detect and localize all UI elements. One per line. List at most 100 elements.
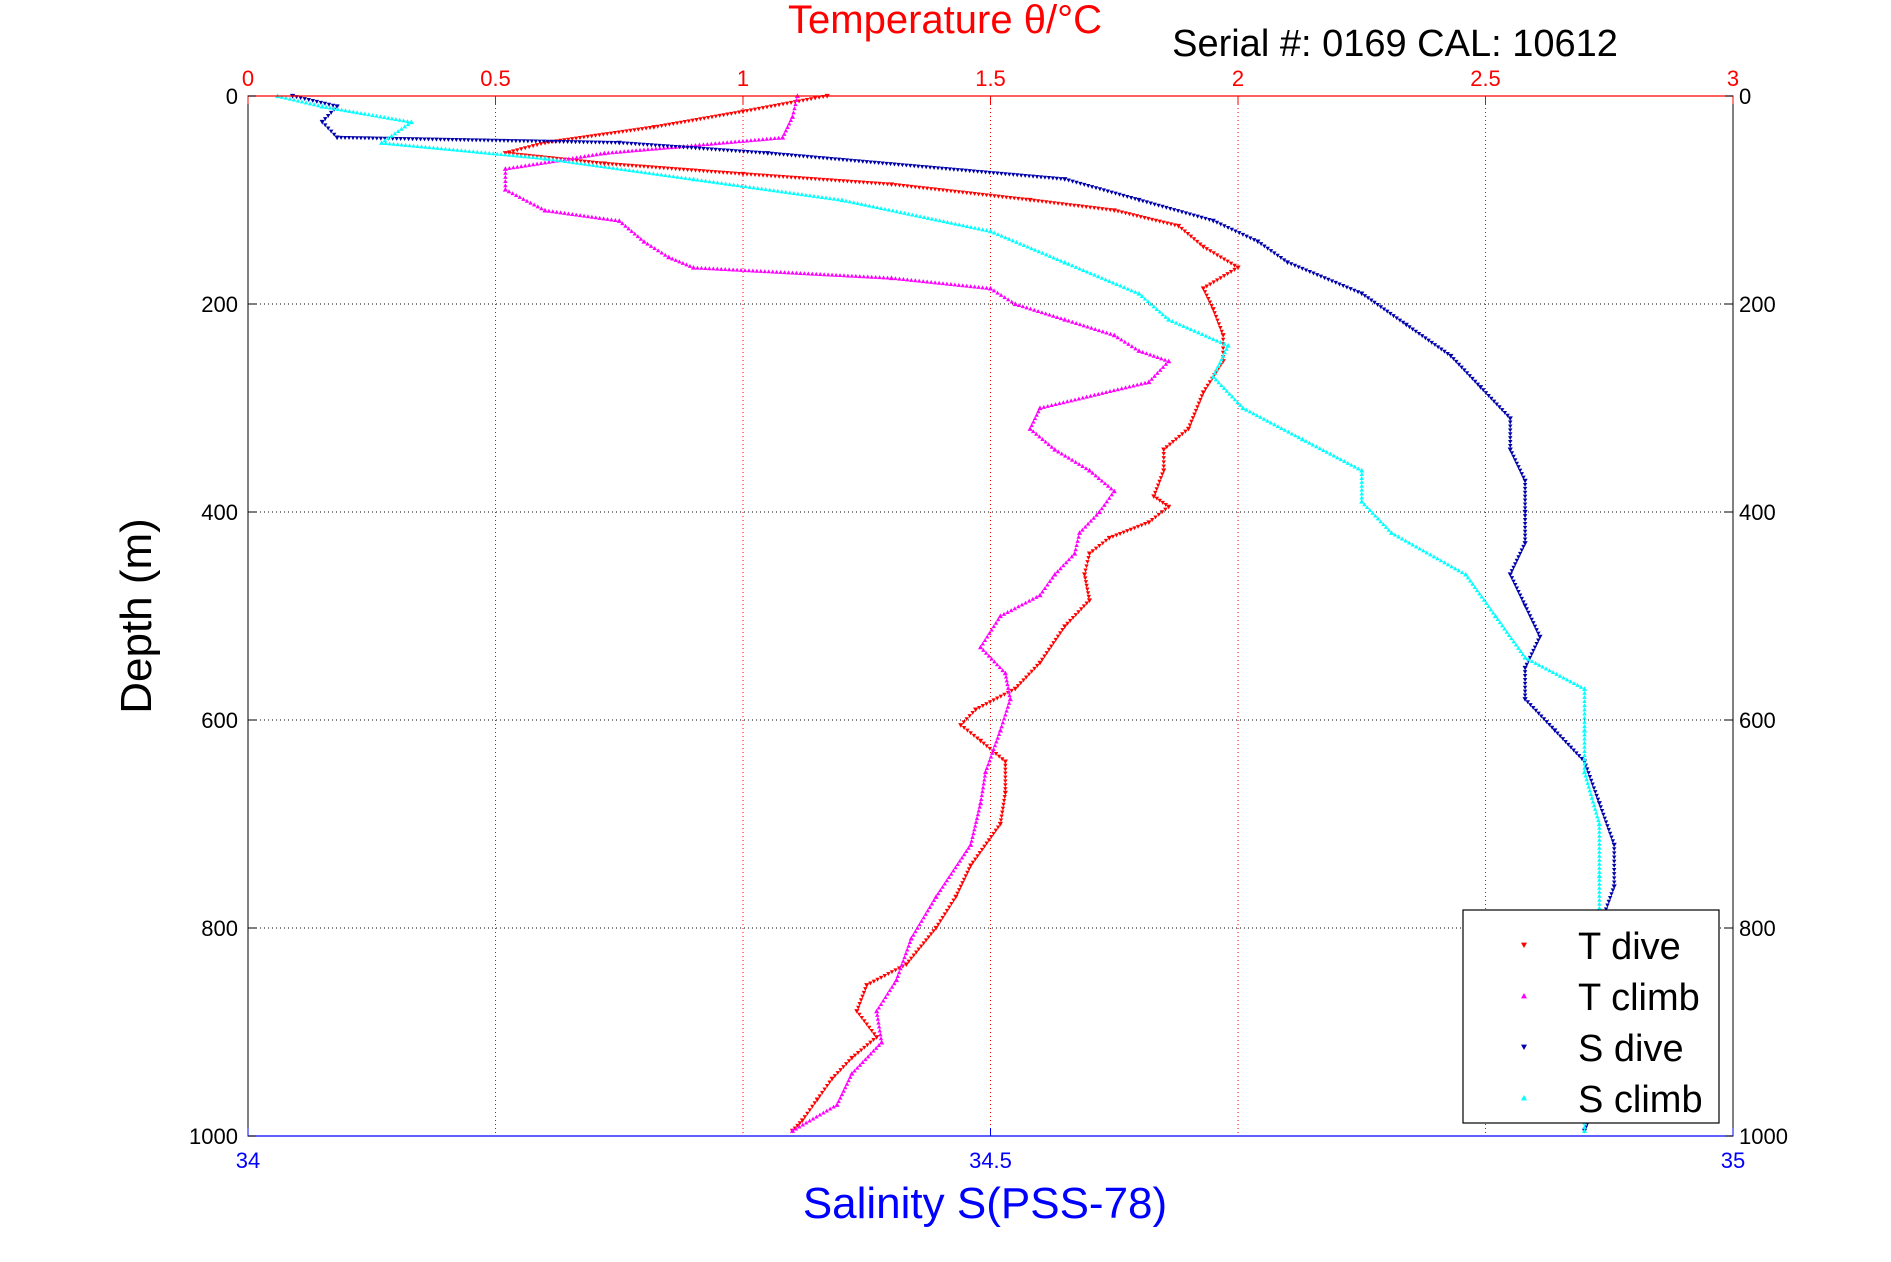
- data-point: [728, 171, 734, 176]
- data-point: [906, 959, 912, 964]
- data-point: [995, 735, 1000, 740]
- data-point: [598, 164, 604, 169]
- data-point: [612, 131, 618, 135]
- data-point: [771, 188, 776, 193]
- data-point: [538, 160, 544, 165]
- data-point: [624, 129, 629, 134]
- data-point: [1211, 336, 1216, 341]
- data-point: [679, 175, 684, 180]
- data-point: [791, 191, 797, 196]
- data-point: [678, 120, 684, 125]
- data-point: [597, 133, 602, 138]
- data-point: [622, 163, 627, 168]
- data-point: [481, 138, 487, 143]
- data-point: [311, 102, 317, 107]
- data-point: [1459, 570, 1465, 575]
- data-point: [1483, 391, 1489, 396]
- data-point: [1149, 217, 1155, 222]
- data-point: [1522, 693, 1528, 698]
- data-point: [683, 175, 688, 180]
- data-point: [1511, 579, 1516, 584]
- data-point: [992, 659, 997, 664]
- data-point: [1140, 349, 1145, 354]
- data-point: [1047, 579, 1053, 584]
- data-point: [1399, 536, 1405, 541]
- data-point: [1003, 767, 1008, 772]
- data-point: [582, 159, 587, 164]
- data-point: [1534, 628, 1539, 633]
- data-point: [1262, 244, 1267, 249]
- data-point: [1232, 267, 1237, 272]
- depth-tick-label-left: 1000: [189, 1124, 238, 1149]
- data-point: [1179, 226, 1184, 231]
- data-point: [1162, 357, 1168, 362]
- data-point: [1540, 664, 1545, 669]
- data-point: [454, 138, 459, 142]
- data-point: [585, 140, 590, 145]
- data-point: [1086, 551, 1093, 557]
- data-point: [494, 151, 500, 156]
- data-point: [1435, 345, 1441, 350]
- data-point: [1028, 306, 1033, 311]
- data-point: [1081, 572, 1088, 577]
- data-point: [1278, 256, 1284, 260]
- data-point: [1062, 259, 1068, 265]
- data-point: [636, 127, 641, 132]
- data-point: [1065, 399, 1070, 404]
- data-point: [1114, 282, 1119, 286]
- data-point: [439, 146, 444, 151]
- data-point: [984, 744, 989, 749]
- data-point: [1150, 518, 1155, 522]
- data-point: [1342, 459, 1347, 463]
- data-point: [1088, 205, 1093, 210]
- data-point: [721, 140, 726, 145]
- data-point: [844, 1062, 849, 1067]
- data-point: [886, 972, 891, 977]
- data-point: [871, 1032, 877, 1037]
- data-point: [1220, 353, 1226, 358]
- data-point: [1356, 466, 1361, 471]
- data-point: [1185, 232, 1191, 236]
- data-point: [991, 831, 996, 836]
- data-point: [923, 165, 929, 170]
- data-point: [869, 1028, 874, 1033]
- data-point: [966, 845, 971, 850]
- depth-tick-label-right: 600: [1739, 708, 1776, 733]
- data-point: [997, 613, 1003, 619]
- data-point: [1084, 205, 1089, 210]
- data-point: [611, 165, 616, 170]
- data-point: [1160, 472, 1165, 477]
- data-point: [1468, 578, 1473, 583]
- data-point: [762, 269, 767, 274]
- data-point: [1009, 688, 1014, 693]
- data-point: [816, 95, 822, 100]
- data-point: [991, 171, 996, 176]
- data-point: [1533, 708, 1539, 713]
- data-point: [725, 148, 730, 153]
- data-point: [858, 998, 864, 1003]
- data-point: [905, 277, 910, 282]
- data-point: [578, 159, 583, 164]
- data-point: [799, 1118, 805, 1123]
- data-point: [995, 825, 1001, 830]
- data-point: [1187, 212, 1193, 217]
- data-point: [1085, 324, 1090, 329]
- data-point: [1125, 529, 1130, 534]
- data-point: [1597, 845, 1602, 850]
- data-point: [530, 162, 536, 167]
- data-point: [1003, 763, 1008, 768]
- data-point: [1077, 530, 1083, 535]
- data-point: [1585, 780, 1590, 785]
- data-point: [350, 136, 356, 141]
- data-point: [986, 653, 992, 658]
- data-point: [1121, 530, 1126, 535]
- data-point: [705, 147, 710, 152]
- data-point: [1532, 645, 1538, 650]
- data-point: [1225, 272, 1230, 277]
- legend-marker: [1521, 993, 1527, 999]
- data-point: [627, 168, 632, 172]
- data-point: [1042, 654, 1047, 659]
- data-point: [570, 137, 575, 142]
- data-point: [1521, 475, 1526, 480]
- data-point: [1265, 418, 1270, 423]
